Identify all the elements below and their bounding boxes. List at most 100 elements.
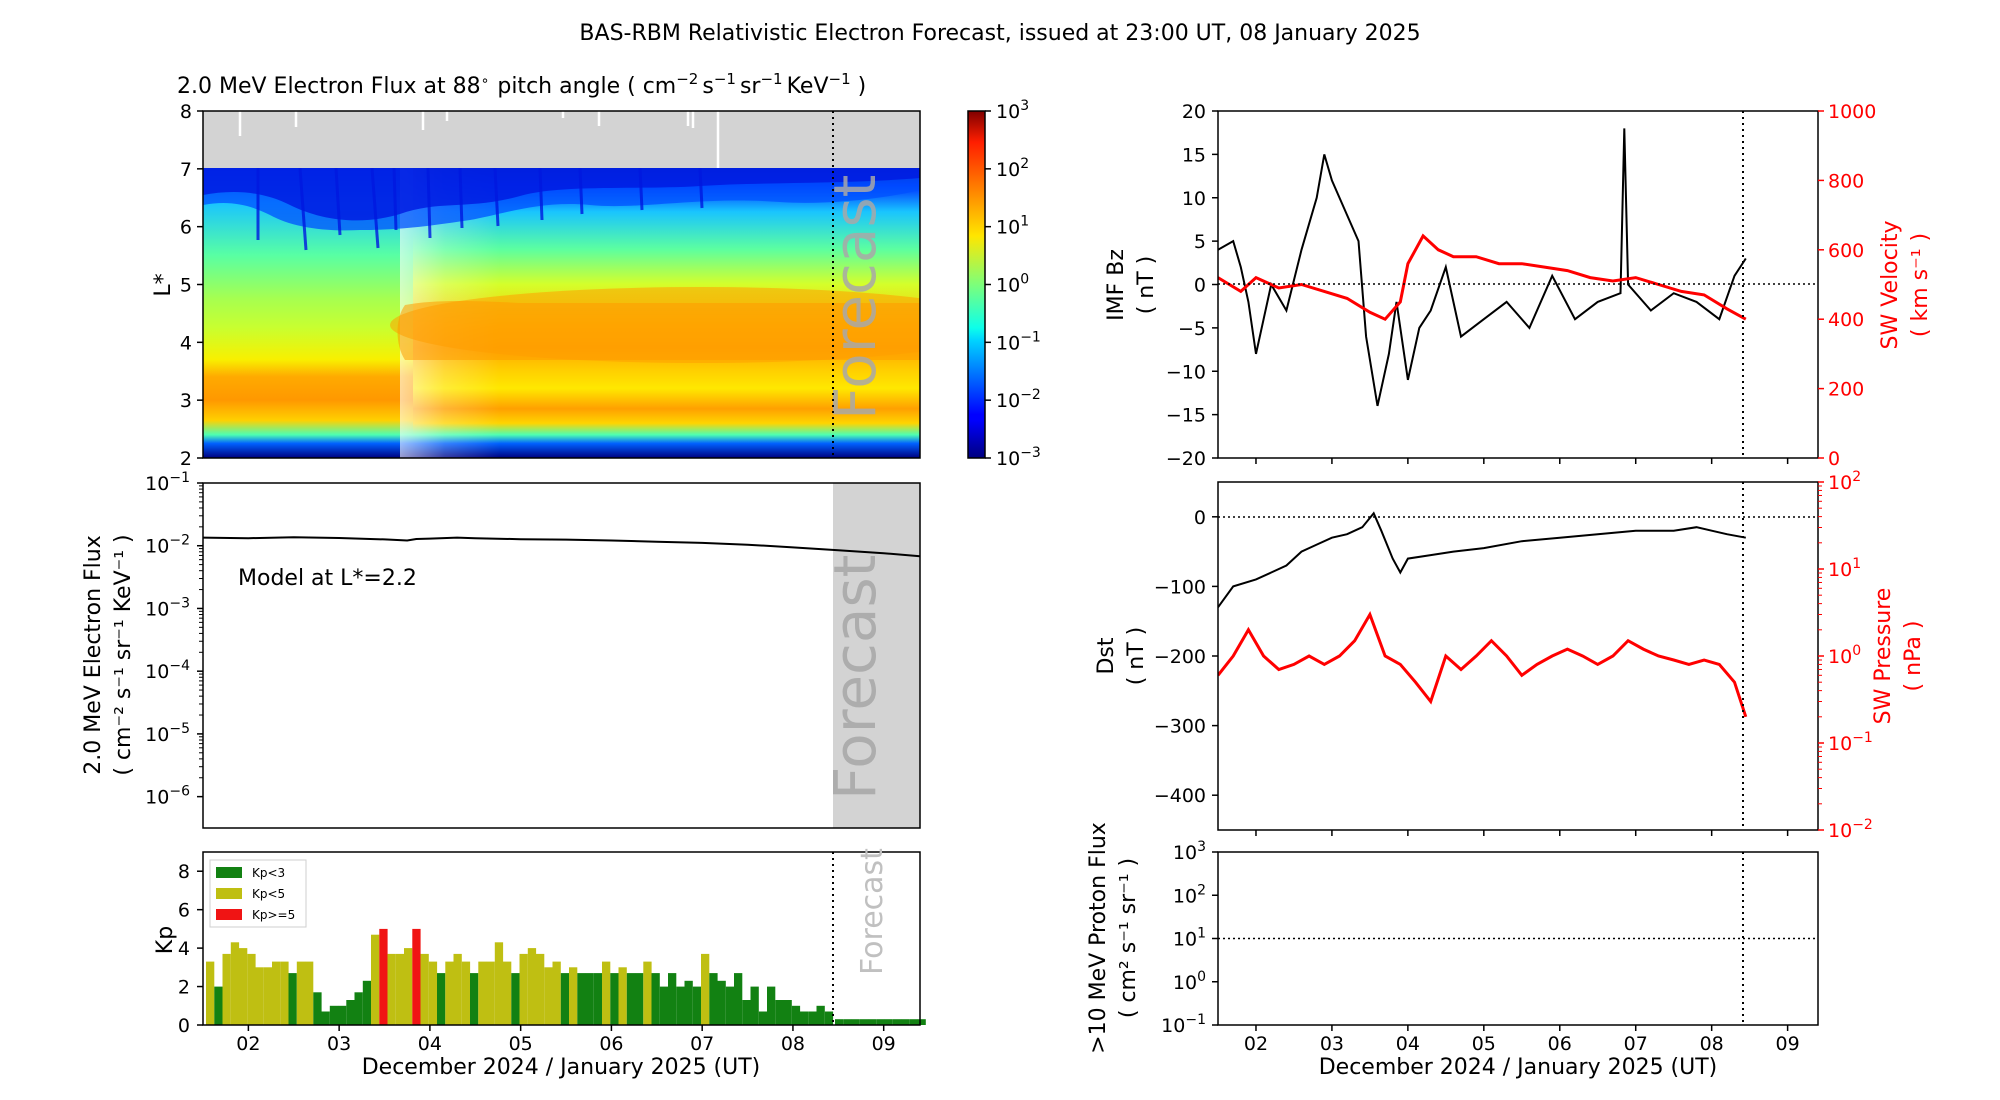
figure-title: BAS-RBM Relativistic Electron Forecast, … xyxy=(579,21,1420,46)
y2-tick-label: 200 xyxy=(1828,379,1864,401)
kp-bar xyxy=(503,961,512,1025)
kp-forecast-bar xyxy=(892,1019,902,1025)
flux-forecast-label: Forecast xyxy=(821,555,889,800)
y-tick-label: −20 xyxy=(1166,448,1206,470)
y-tick-label: −400 xyxy=(1154,785,1206,807)
no-data-region xyxy=(203,111,920,169)
y-tick-label: 4 xyxy=(180,332,192,354)
kp-bar xyxy=(684,980,693,1025)
kp-bar xyxy=(701,953,710,1025)
kp-bar xyxy=(470,973,479,1025)
kp-bar xyxy=(387,953,396,1025)
y-tick-label: 10−5 xyxy=(145,721,190,746)
y-tick-label: 5 xyxy=(180,275,192,297)
y2-tick-label: 800 xyxy=(1828,170,1864,192)
y-tick-label: 10−3 xyxy=(145,595,190,620)
vsw-ylabel-2: ( km s⁻¹ ) xyxy=(1908,233,1933,337)
imf-ylabel-1: IMF Bz xyxy=(1104,249,1129,321)
y-tick-label: 101 xyxy=(1173,926,1206,951)
x-tick-label: 07 xyxy=(690,1033,714,1055)
flux-line-panel: Forecast Model at L*=2.2 10−610−510−410−… xyxy=(81,470,921,829)
kp-bar xyxy=(346,1000,355,1025)
kp-bar xyxy=(313,992,322,1025)
colorbar-tick-label: 10−3 xyxy=(996,445,1041,470)
kp-ylabel: Kp xyxy=(153,926,178,954)
vsw-ylabel-1: SW Velocity xyxy=(1878,220,1903,349)
y2-tick-label: 400 xyxy=(1828,309,1864,331)
dst-line xyxy=(1218,511,1746,608)
y-tick-label: −100 xyxy=(1154,576,1206,598)
kp-bar xyxy=(354,992,363,1025)
legend-swatch-kp-low xyxy=(216,867,242,878)
x-tick-label: 09 xyxy=(872,1033,896,1055)
x-tick-label: 08 xyxy=(1700,1033,1724,1055)
psw-y-axis: 10−2 10−1 100 101 102 xyxy=(1818,469,1873,842)
kp-bar xyxy=(610,973,619,1025)
legend-swatch-kp-high xyxy=(216,909,242,920)
kp-bar xyxy=(709,973,718,1025)
kp-forecast-bar xyxy=(917,1019,926,1025)
proton-ylabel-1: >10 MeV Proton Flux xyxy=(1086,822,1111,1054)
y-tick-label: 10−2 xyxy=(145,533,190,558)
y-tick-label: 15 xyxy=(1182,144,1206,166)
y-tick-label: 2 xyxy=(180,448,192,470)
bz-line xyxy=(1218,128,1747,407)
kp-bar xyxy=(494,942,504,1025)
flux-y-axis: 10−6 10−5 10−4 10−3 10−2 10−1 xyxy=(145,470,203,809)
colorbar-tick-label: 103 xyxy=(996,98,1029,123)
y-tick-label: 10−1 xyxy=(1161,1012,1206,1037)
kp-bar xyxy=(445,961,454,1025)
kp-bar xyxy=(626,973,636,1025)
legend-kp-mid: Kp<5 xyxy=(252,887,285,901)
colorbar xyxy=(968,111,985,458)
kp-bar xyxy=(404,948,413,1025)
x-tick-label: 04 xyxy=(1396,1033,1420,1055)
kp-bar xyxy=(725,986,735,1025)
kp-bar xyxy=(305,961,314,1025)
kp-forecast-bar xyxy=(859,1019,869,1025)
vsw-y-axis: 0 200 400 600 800 1000 xyxy=(1818,101,1876,470)
kp-bar xyxy=(742,1000,751,1025)
kp-bar xyxy=(288,973,297,1025)
kp-bar xyxy=(478,961,487,1025)
x-tick-label: 07 xyxy=(1624,1033,1648,1055)
kp-bar xyxy=(486,961,495,1025)
kp-bar xyxy=(511,973,520,1025)
flux-forecast-shade xyxy=(833,483,920,828)
kp-bar xyxy=(321,1011,330,1025)
kp-bars xyxy=(206,928,926,1025)
kp-bar xyxy=(453,953,462,1025)
y-tick-label: 6 xyxy=(180,217,192,239)
y2-tick-label: 10−1 xyxy=(1828,730,1873,755)
y-tick-label: 8 xyxy=(180,101,192,123)
kp-bar xyxy=(222,953,231,1025)
colorbar-tick-label: 102 xyxy=(996,156,1029,181)
colorbar-ticks: 10−3 10−2 10−1 100 101 102 103 xyxy=(985,98,1041,470)
x-tick-label: 04 xyxy=(418,1033,442,1055)
proton-y-axis: 10−1 100 101 102 103 xyxy=(1161,839,1218,1037)
y-tick-label: 0 xyxy=(178,1015,190,1037)
kp-forecast-bar xyxy=(901,1019,910,1025)
heatmap-y-axis: 2 3 4 5 6 7 8 xyxy=(180,101,203,470)
x-tick-label: 03 xyxy=(1320,1033,1344,1055)
imf-panel: −20 −15 −10 −5 0 5 10 15 20 0 200 400 600 800 1000 IM… xyxy=(1104,101,1933,470)
y-tick-label: 2 xyxy=(178,977,190,999)
kp-bar xyxy=(527,948,537,1025)
y-tick-label: 10−6 xyxy=(145,784,190,809)
flux-ylabel-1: 2.0 MeV Electron Flux xyxy=(81,535,106,775)
y-tick-label: 3 xyxy=(180,390,192,412)
y-tick-label: 102 xyxy=(1173,882,1206,907)
y2-tick-label: 0 xyxy=(1828,448,1840,470)
y-tick-label: 103 xyxy=(1173,839,1206,864)
y-tick-label: 10−4 xyxy=(145,658,190,683)
imf-ylabel-2: ( nT ) xyxy=(1134,256,1159,315)
kp-bar xyxy=(428,961,438,1025)
kp-bar xyxy=(659,986,669,1025)
y-tick-label: 20 xyxy=(1182,101,1206,123)
flux-line xyxy=(202,536,921,558)
y-tick-label: 8 xyxy=(178,861,190,883)
kp-bar xyxy=(412,928,421,1025)
x-tick-label: 05 xyxy=(1472,1033,1496,1055)
kp-bar xyxy=(519,953,528,1025)
kp-bar xyxy=(214,986,223,1025)
